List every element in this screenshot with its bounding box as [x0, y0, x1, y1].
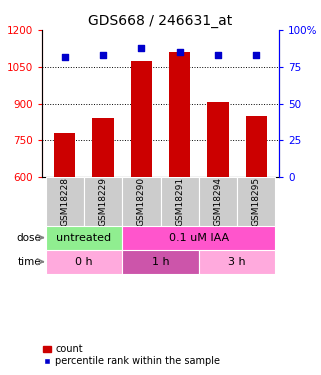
Bar	[131, 61, 152, 177]
Bar	[199, 177, 237, 225]
Point	[215, 52, 221, 58]
Text: dose: dose	[16, 232, 41, 243]
Bar	[237, 177, 275, 225]
Text: 0 h: 0 h	[75, 257, 93, 267]
Bar	[199, 250, 275, 274]
Bar	[169, 52, 190, 177]
Text: GSM18290: GSM18290	[137, 177, 146, 226]
Text: GSM18291: GSM18291	[175, 177, 184, 226]
Text: GSM18229: GSM18229	[99, 177, 108, 226]
Text: 0.1 uM IAA: 0.1 uM IAA	[169, 232, 229, 243]
Text: 3 h: 3 h	[228, 257, 246, 267]
Text: untreated: untreated	[56, 232, 111, 243]
Text: GSM18294: GSM18294	[213, 177, 222, 226]
Text: GSM18228: GSM18228	[60, 177, 69, 226]
Bar	[207, 102, 229, 177]
Point	[100, 52, 106, 58]
Legend: count, percentile rank within the sample: count, percentile rank within the sample	[43, 345, 220, 366]
Point	[254, 52, 259, 58]
Point	[62, 54, 67, 60]
Bar	[46, 250, 122, 274]
Title: GDS668 / 246631_at: GDS668 / 246631_at	[88, 13, 233, 28]
Text: time: time	[17, 257, 41, 267]
Text: GSM18295: GSM18295	[252, 177, 261, 226]
Bar	[122, 225, 275, 250]
Bar	[160, 177, 199, 225]
Bar	[54, 133, 75, 177]
Bar	[122, 250, 199, 274]
Text: 1 h: 1 h	[152, 257, 169, 267]
Bar	[46, 225, 122, 250]
Bar	[46, 177, 84, 225]
Bar	[84, 177, 122, 225]
Bar	[246, 116, 267, 177]
Point	[177, 49, 182, 55]
Bar	[122, 177, 160, 225]
Point	[139, 45, 144, 51]
Bar	[92, 118, 114, 177]
